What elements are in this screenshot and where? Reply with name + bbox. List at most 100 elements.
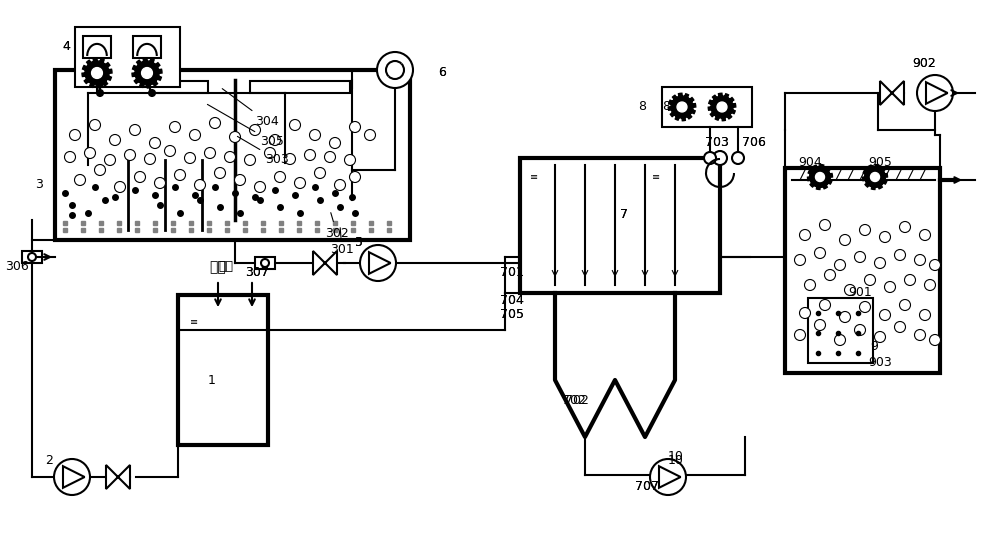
Text: 7: 7: [620, 209, 628, 221]
Circle shape: [930, 259, 940, 271]
Polygon shape: [926, 82, 948, 104]
Circle shape: [310, 129, 320, 141]
Text: 701: 701: [500, 266, 524, 279]
Circle shape: [834, 259, 846, 271]
Circle shape: [330, 137, 340, 149]
Text: 703: 703: [705, 136, 729, 149]
Bar: [83, 36, 111, 58]
Circle shape: [732, 152, 744, 164]
Circle shape: [904, 274, 916, 286]
Text: 701: 701: [500, 266, 524, 279]
Text: 8: 8: [662, 101, 670, 113]
Circle shape: [920, 310, 930, 320]
Circle shape: [717, 102, 727, 112]
Circle shape: [109, 134, 120, 146]
Circle shape: [377, 52, 413, 88]
Circle shape: [70, 129, 80, 141]
Polygon shape: [313, 251, 337, 275]
Circle shape: [130, 125, 140, 135]
Circle shape: [864, 274, 876, 286]
Circle shape: [96, 76, 104, 84]
Text: ≡: ≡: [652, 172, 660, 182]
Circle shape: [290, 119, 300, 131]
Text: 706: 706: [742, 136, 766, 149]
Circle shape: [350, 121, 360, 133]
Text: 704: 704: [500, 294, 524, 307]
Text: 4: 4: [62, 41, 70, 54]
Bar: [662, 87, 752, 127]
Circle shape: [650, 459, 686, 495]
Text: 703: 703: [705, 136, 729, 149]
Text: 10: 10: [668, 450, 684, 463]
Circle shape: [820, 300, 830, 310]
Circle shape: [124, 149, 136, 160]
Circle shape: [84, 148, 96, 158]
Circle shape: [920, 230, 930, 241]
Text: 废水: 废水: [218, 261, 233, 273]
Bar: [22, 251, 42, 263]
Circle shape: [360, 245, 396, 281]
Circle shape: [860, 302, 870, 312]
Circle shape: [254, 181, 266, 193]
Circle shape: [930, 334, 940, 346]
Circle shape: [92, 67, 102, 79]
Text: 702: 702: [565, 394, 589, 407]
Circle shape: [875, 257, 886, 269]
Circle shape: [234, 174, 246, 186]
Circle shape: [90, 119, 100, 131]
Circle shape: [804, 279, 816, 291]
Polygon shape: [808, 164, 832, 189]
Circle shape: [270, 134, 280, 146]
Circle shape: [895, 322, 906, 332]
Circle shape: [364, 129, 376, 141]
Circle shape: [814, 248, 826, 258]
Circle shape: [839, 234, 850, 246]
Circle shape: [794, 330, 806, 340]
Text: 306: 306: [5, 261, 29, 273]
Circle shape: [350, 172, 360, 182]
Circle shape: [249, 125, 260, 135]
Text: 4: 4: [62, 41, 70, 54]
Text: 5: 5: [355, 236, 363, 249]
Circle shape: [274, 172, 286, 182]
Circle shape: [149, 90, 155, 96]
Circle shape: [820, 219, 830, 231]
Circle shape: [97, 90, 103, 96]
Bar: [785, 168, 940, 373]
Polygon shape: [82, 58, 112, 88]
Circle shape: [875, 332, 886, 342]
Circle shape: [104, 155, 116, 165]
Circle shape: [134, 172, 146, 182]
Text: 6: 6: [438, 66, 446, 80]
Text: 5: 5: [355, 236, 363, 249]
Bar: [520, 158, 720, 293]
Text: 304: 304: [222, 89, 279, 128]
Bar: [133, 36, 161, 58]
Text: 10: 10: [668, 454, 684, 467]
Circle shape: [800, 308, 811, 318]
Circle shape: [324, 151, 336, 163]
Circle shape: [844, 285, 856, 295]
Bar: [250, 81, 350, 93]
Circle shape: [194, 180, 206, 190]
Circle shape: [900, 300, 911, 310]
Circle shape: [815, 172, 824, 181]
Text: 305: 305: [207, 104, 284, 148]
Text: 1: 1: [208, 373, 216, 386]
Circle shape: [142, 67, 152, 79]
Circle shape: [74, 174, 86, 186]
Circle shape: [144, 154, 156, 164]
Circle shape: [224, 151, 236, 163]
Text: 707: 707: [635, 480, 659, 493]
Circle shape: [344, 155, 356, 165]
Circle shape: [304, 149, 316, 160]
Circle shape: [900, 221, 911, 233]
Polygon shape: [63, 466, 85, 488]
Bar: [100, 81, 208, 93]
Text: 301: 301: [330, 228, 354, 256]
Text: 302: 302: [325, 213, 349, 240]
Circle shape: [244, 155, 256, 165]
Text: 705: 705: [500, 309, 524, 322]
Text: ≡: ≡: [190, 317, 198, 327]
Text: 7: 7: [620, 209, 628, 221]
